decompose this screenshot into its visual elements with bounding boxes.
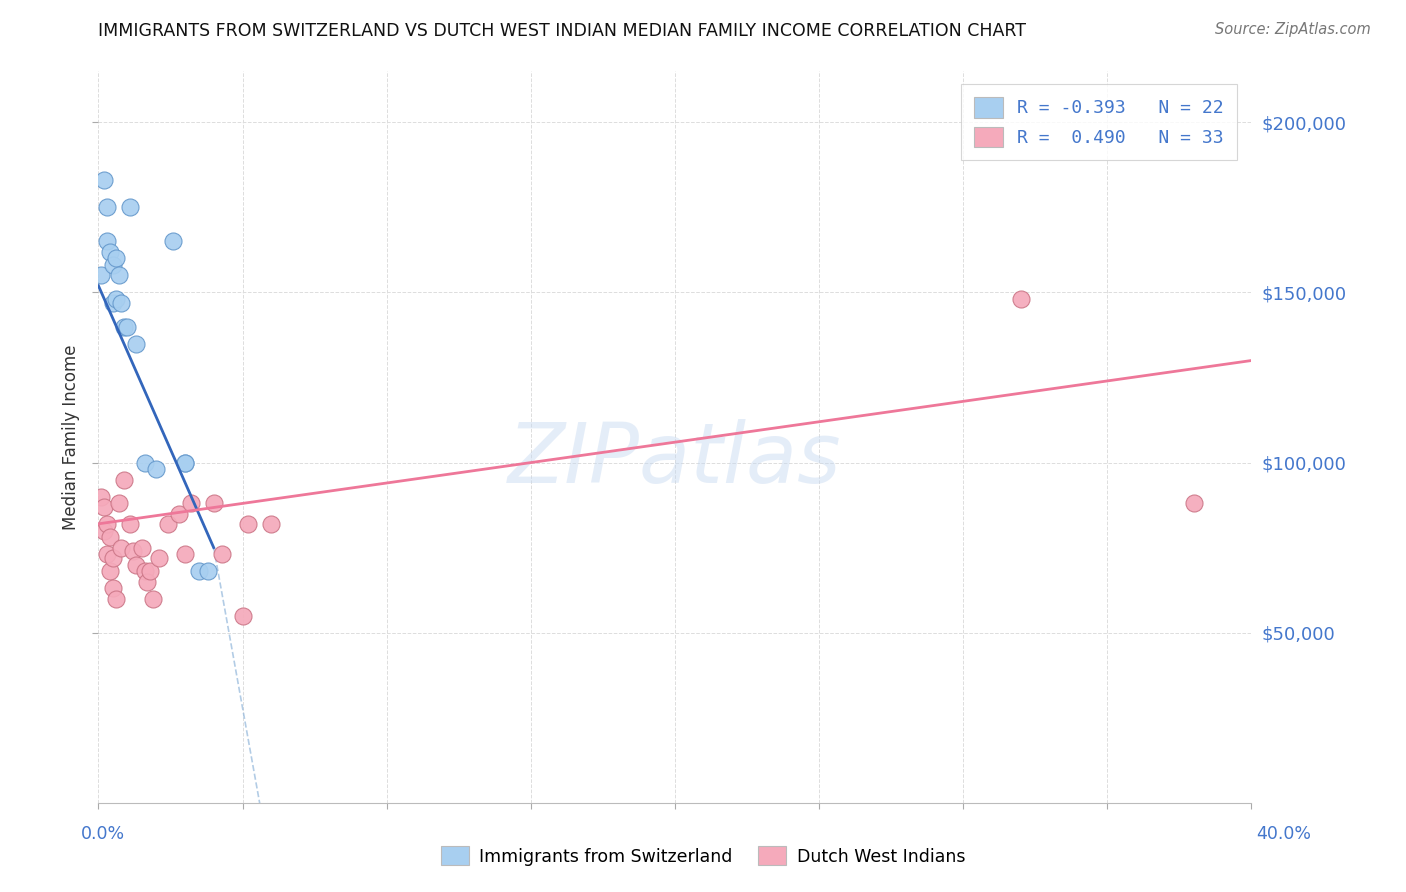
Point [90,268,112,283]
Point [107,268,129,283]
Point [231,608,254,623]
Point [174,456,197,470]
Point [131,541,153,555]
Point [142,591,165,606]
Point [96,548,118,562]
Point [1010,293,1032,307]
Point [125,336,148,351]
Point [134,565,156,579]
Point [90,490,112,504]
Point [110,295,132,310]
Point [120,516,142,531]
Point [180,496,202,510]
Text: 0.0%: 0.0% [80,825,125,843]
Text: IMMIGRANTS FROM SWITZERLAND VS DUTCH WEST INDIAN MEDIAN FAMILY INCOME CORRELATIO: IMMIGRANTS FROM SWITZERLAND VS DUTCH WES… [98,22,1026,40]
Point [260,516,283,531]
Point [125,558,148,572]
Point [117,319,139,334]
Point [93,173,115,187]
Point [112,319,135,334]
Point [136,574,159,589]
Point [238,516,260,531]
Point [96,516,118,531]
Point [101,295,124,310]
Point [134,456,156,470]
Point [197,565,219,579]
Point [104,591,127,606]
Point [167,507,190,521]
Point [101,582,124,596]
Point [101,258,124,272]
Point [188,565,211,579]
Point [202,496,225,510]
Point [101,550,124,565]
Legend: Immigrants from Switzerland, Dutch West Indians: Immigrants from Switzerland, Dutch West … [434,839,972,872]
Point [104,293,127,307]
Y-axis label: Median Family Income: Median Family Income [62,344,80,530]
Text: Source: ZipAtlas.com: Source: ZipAtlas.com [1215,22,1371,37]
Point [98,565,121,579]
Point [139,565,162,579]
Point [93,524,115,538]
Point [104,252,127,266]
Point [120,201,142,215]
Point [98,531,121,545]
Point [122,544,145,558]
Point [174,548,197,562]
Point [107,496,129,510]
Point [211,548,233,562]
Point [96,235,118,249]
Point [1182,496,1205,510]
Point [156,516,179,531]
Text: ZIPatlas: ZIPatlas [508,418,842,500]
Point [162,235,184,249]
Point [96,201,118,215]
Legend: R = -0.393   N = 22, R =  0.490   N = 33: R = -0.393 N = 22, R = 0.490 N = 33 [962,84,1236,160]
Point [98,244,121,259]
Point [174,456,197,470]
Point [112,473,135,487]
Point [110,541,132,555]
Point [148,550,170,565]
Text: 40.0%: 40.0% [1256,825,1312,843]
Point [93,500,115,514]
Point [145,462,167,476]
